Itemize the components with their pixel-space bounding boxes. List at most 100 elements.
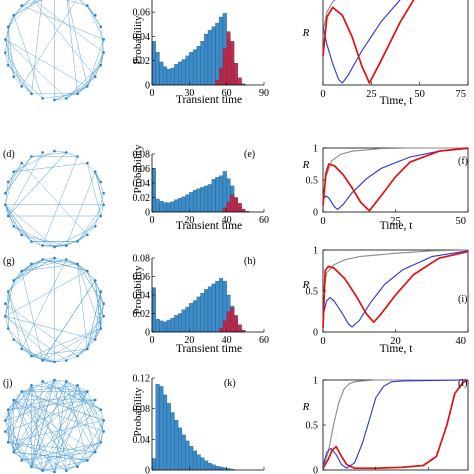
blue-bar xyxy=(155,52,160,86)
x-tick-label: 0 xyxy=(320,216,325,227)
red-bar xyxy=(215,79,220,86)
panel-label-i: (i) xyxy=(458,294,467,305)
blue-bar xyxy=(177,61,183,86)
network-edge xyxy=(5,15,14,40)
network-edge xyxy=(54,385,78,473)
y-tick-label: 0 xyxy=(313,328,318,339)
network-edge xyxy=(87,65,101,87)
blue-bar xyxy=(192,190,197,213)
network-edge xyxy=(95,52,104,77)
y-tick-label: 0.02 xyxy=(133,56,151,67)
network-edge xyxy=(13,226,43,246)
network-edge xyxy=(13,339,43,361)
network-edge xyxy=(95,328,102,340)
network-edge xyxy=(79,0,88,6)
network-node xyxy=(30,240,33,243)
y-tick-label: 1 xyxy=(313,144,318,155)
blue-bar xyxy=(207,462,212,471)
network-edge xyxy=(8,420,104,443)
network-node xyxy=(20,459,23,462)
x-tick-label: 25 xyxy=(390,216,401,227)
blue-bar xyxy=(211,26,216,86)
network-edge xyxy=(13,391,88,453)
network-edge xyxy=(8,215,32,242)
network-edge xyxy=(54,150,67,153)
network-edge xyxy=(8,442,43,471)
blue-bar xyxy=(200,187,205,213)
blue-bar xyxy=(155,198,160,213)
blue-bar xyxy=(155,318,160,333)
network-node xyxy=(6,408,10,411)
network-edge xyxy=(5,156,32,194)
network-edge xyxy=(8,270,22,292)
network-edge xyxy=(13,0,42,16)
network-node xyxy=(30,92,33,96)
network-node xyxy=(99,290,103,293)
network-edge xyxy=(66,259,78,265)
network-edge xyxy=(7,328,14,340)
network-edge xyxy=(87,270,101,292)
network-edge xyxy=(100,303,104,329)
blue-bar xyxy=(174,420,179,471)
red-bar xyxy=(219,328,224,333)
network-node xyxy=(102,51,105,54)
network-edge xyxy=(66,0,78,94)
network-node xyxy=(12,450,16,454)
network-node xyxy=(30,383,33,387)
network-node xyxy=(86,347,89,351)
network-edge xyxy=(8,152,67,217)
network-node xyxy=(99,327,103,330)
network-node xyxy=(65,380,68,383)
red-bar xyxy=(230,41,235,86)
network-edge xyxy=(54,360,67,363)
network-node xyxy=(93,75,97,78)
network-edge xyxy=(21,348,55,363)
y-tick-label: 0.06 xyxy=(133,8,151,19)
network-edge xyxy=(77,420,104,467)
network-edge xyxy=(8,156,32,183)
hist-xlabel: Transient time xyxy=(176,220,242,232)
network-edge xyxy=(31,348,88,357)
network-node xyxy=(86,269,89,273)
network-node xyxy=(76,240,79,243)
hist-ylabel: Probability xyxy=(132,144,144,193)
network-edge xyxy=(8,259,43,292)
blue-bar xyxy=(200,41,205,86)
y-tick-label: 0 xyxy=(145,81,150,92)
blue-bar xyxy=(163,394,168,471)
network-edge xyxy=(32,0,96,77)
network-node xyxy=(4,419,7,422)
network-edge xyxy=(42,399,96,471)
network-edge xyxy=(13,0,30,16)
x-tick-label: 20 xyxy=(184,215,194,226)
panel-label-e: (e) xyxy=(244,149,255,160)
network-edge xyxy=(66,316,104,361)
red-curve xyxy=(322,147,469,212)
order-parameter-plot: 1 0.5 00 20 40 xyxy=(306,246,469,347)
panel-label-d: (d) xyxy=(3,149,15,160)
network-edge xyxy=(5,270,88,317)
network-edge xyxy=(21,0,44,6)
blue-bar xyxy=(166,69,171,86)
network-edge xyxy=(54,86,88,101)
network-edge xyxy=(66,171,96,246)
network-node xyxy=(93,279,97,282)
order-parameter-plot: 10.50024 xyxy=(306,376,469,474)
blue-bar xyxy=(219,466,224,471)
network-node xyxy=(30,155,33,158)
network-node xyxy=(12,279,16,282)
network-edge xyxy=(7,15,14,27)
network-edge xyxy=(66,86,88,99)
blue-bar xyxy=(185,306,190,333)
network-node xyxy=(86,161,89,165)
network-edge xyxy=(42,280,96,361)
blue-bar xyxy=(170,412,175,471)
network-edge xyxy=(77,263,88,349)
blue-bar xyxy=(196,45,201,86)
network-node xyxy=(65,244,68,247)
network-edge xyxy=(5,291,9,317)
network-edge xyxy=(21,263,78,272)
y-tick-label: 1 xyxy=(313,246,318,257)
network-edge xyxy=(31,328,101,357)
network-edge xyxy=(87,391,104,432)
